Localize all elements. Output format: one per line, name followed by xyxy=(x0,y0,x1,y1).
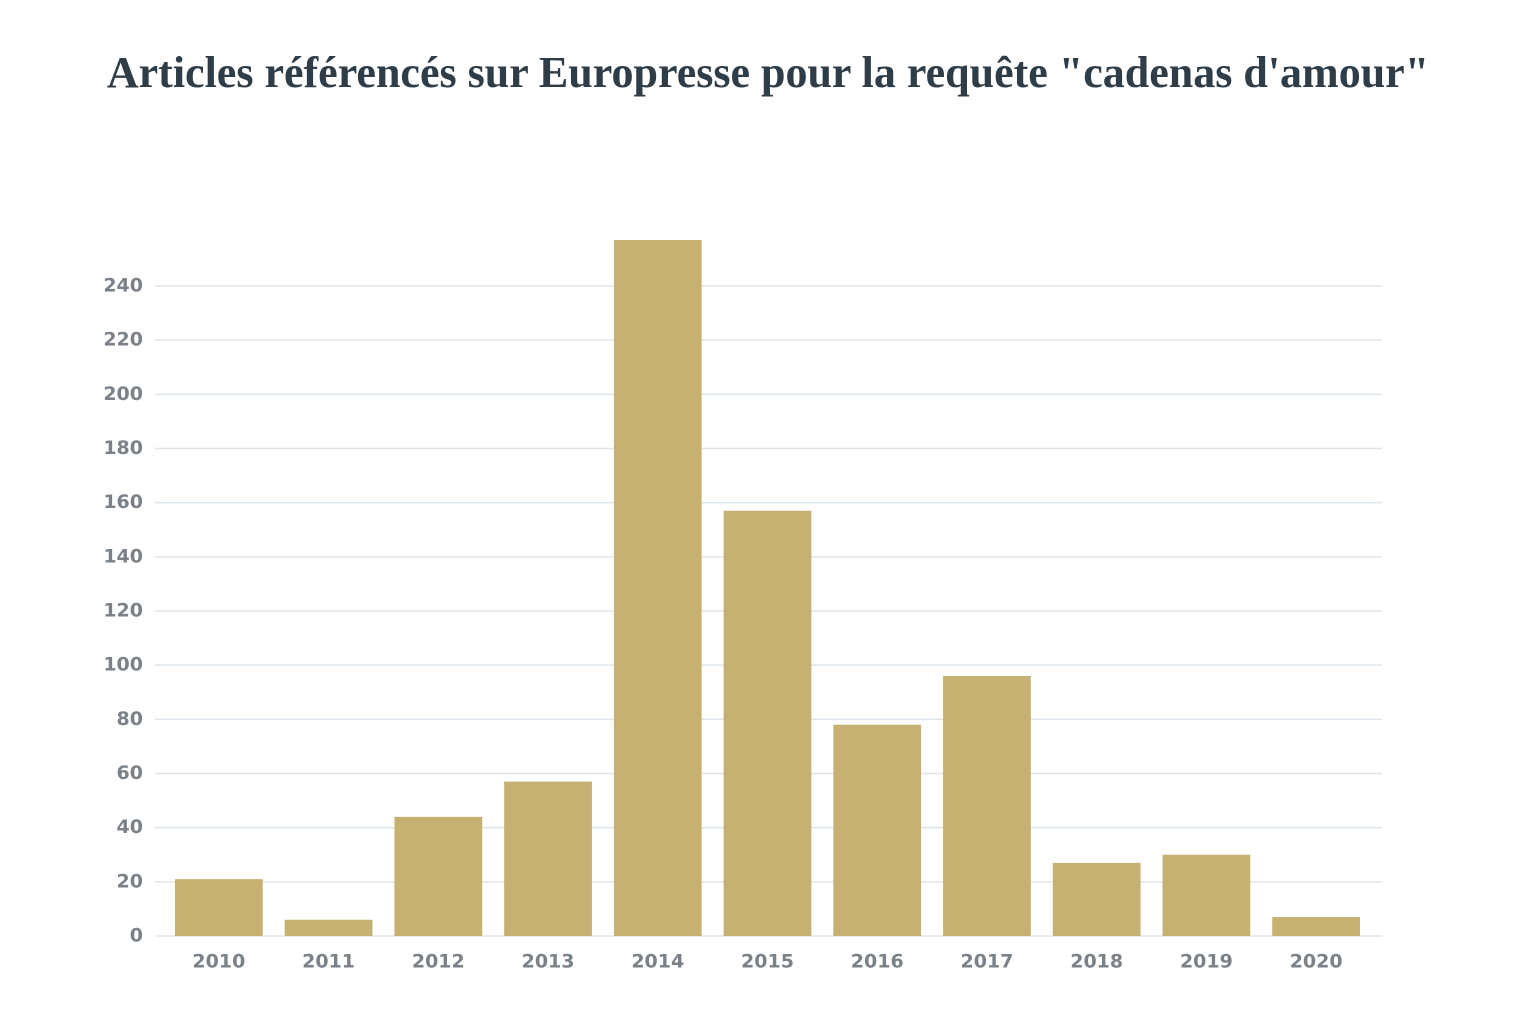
y-tick-label: 140 xyxy=(103,545,143,567)
x-tick-label: 2014 xyxy=(631,951,684,973)
chart-title: Articles référencés sur Europresse pour … xyxy=(107,48,1429,97)
x-tick-label: 2011 xyxy=(302,951,355,973)
bar xyxy=(943,676,1031,936)
x-tick-label: 2019 xyxy=(1180,951,1233,973)
y-tick-label: 100 xyxy=(103,654,143,676)
y-tick-label: 0 xyxy=(130,925,143,947)
bar xyxy=(613,239,702,937)
bar xyxy=(833,724,922,936)
y-tick-label: 220 xyxy=(103,329,143,351)
x-tick-label: 2010 xyxy=(192,951,245,973)
y-tick-label: 60 xyxy=(117,762,143,784)
y-tick-label: 160 xyxy=(103,491,143,513)
x-tick-label: 2016 xyxy=(851,951,904,973)
x-tick-label: 2018 xyxy=(1070,951,1123,973)
y-tick-label: 20 xyxy=(117,870,143,892)
bar xyxy=(284,919,373,936)
y-tick-label: 120 xyxy=(103,600,143,622)
bar xyxy=(504,781,592,936)
bar xyxy=(1272,917,1361,936)
bar xyxy=(174,879,263,936)
y-tick-label: 200 xyxy=(103,383,143,405)
y-tick-label: 240 xyxy=(103,275,143,297)
x-tick-label: 2015 xyxy=(741,951,794,973)
y-tick-label: 180 xyxy=(103,437,143,459)
x-tick-label: 2013 xyxy=(522,951,575,973)
y-tick-label: 40 xyxy=(117,816,143,838)
x-tick-label: 2012 xyxy=(412,951,465,973)
bar xyxy=(1052,862,1141,936)
bar xyxy=(723,510,812,936)
x-tick-label: 2020 xyxy=(1290,951,1343,973)
y-tick-label: 80 xyxy=(117,708,143,730)
bar xyxy=(394,816,483,936)
x-tick-label: 2017 xyxy=(961,951,1014,973)
bar xyxy=(1162,854,1251,936)
